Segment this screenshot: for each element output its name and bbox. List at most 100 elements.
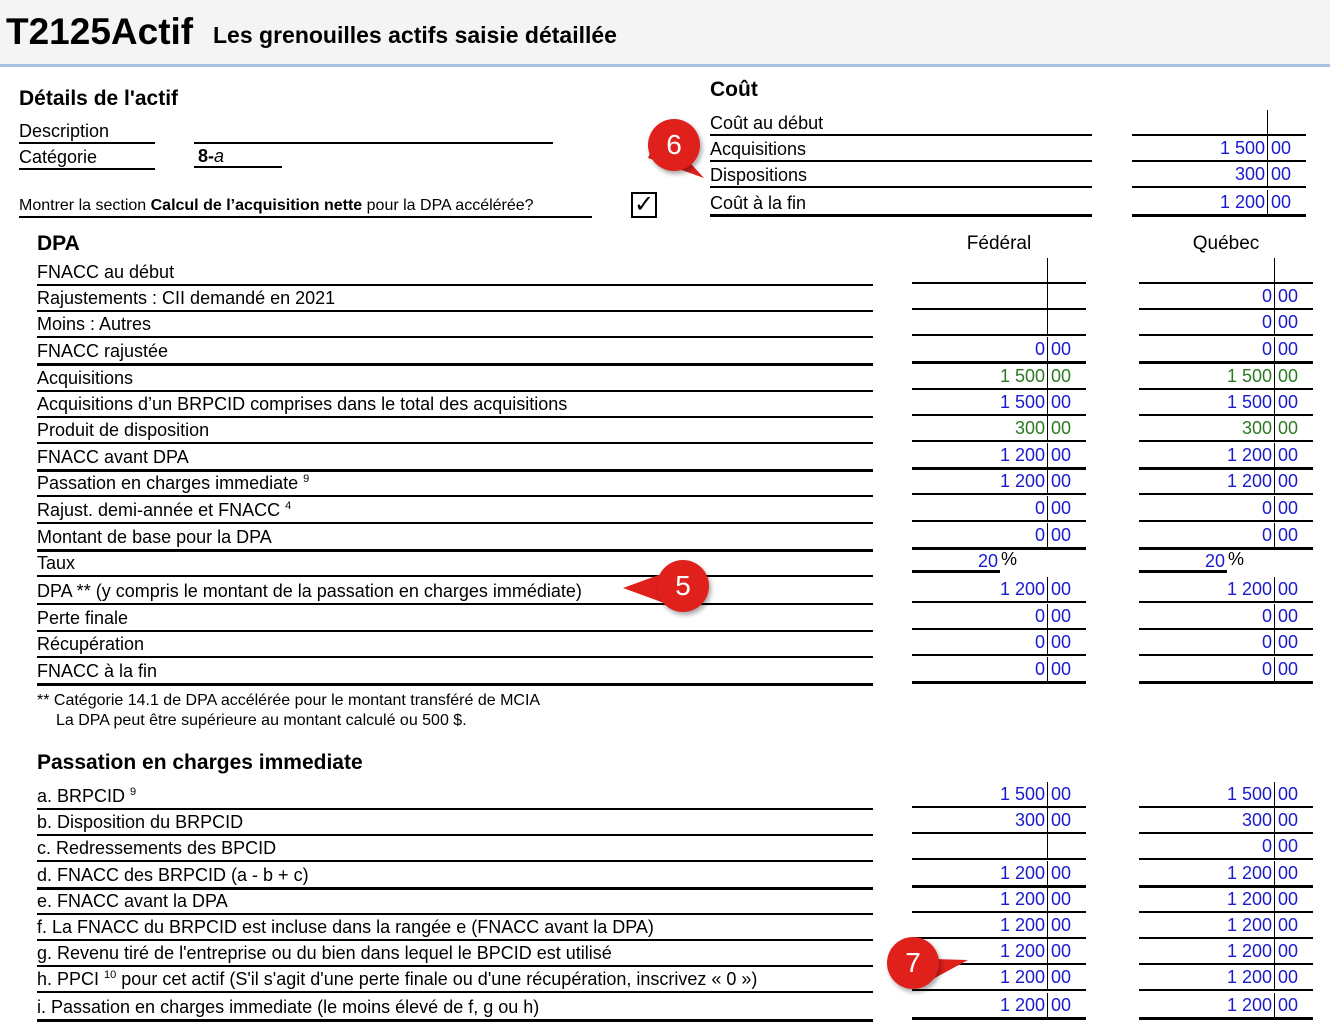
quebec-value-field[interactable]: 0 00 xyxy=(1139,523,1313,550)
federal-value-field[interactable]: 0 00 xyxy=(912,630,1086,656)
dpa-row-label: DPA ** (y compris le montant de la passa… xyxy=(37,579,873,605)
federal-value-field[interactable]: 0 00 xyxy=(912,604,1086,630)
dpa-row-label: Montant de base pour la DPA xyxy=(37,525,873,552)
dpa-row-label-text: Montant de base pour la DPA xyxy=(37,527,272,547)
federal-value-field[interactable] xyxy=(912,258,1086,284)
cost-value-field-integer xyxy=(1132,110,1268,134)
quebec-value-field[interactable]: 1 200 00 xyxy=(1139,577,1313,603)
cost-row-label: Coût au début xyxy=(710,112,1092,136)
callout-5-badge: 5 xyxy=(657,560,709,612)
federal-value-field-decimals: 00 xyxy=(1051,579,1072,599)
federal-value-field[interactable]: 1 200 00 xyxy=(912,443,1086,470)
federal-value-field[interactable]: 1 200 00 xyxy=(912,887,1086,913)
federal-value-field[interactable]: 1 500 00 xyxy=(912,390,1086,416)
federal-value-field[interactable]: 1 200 00 xyxy=(912,939,1086,965)
federal-value-field[interactable]: 1 200 00 xyxy=(912,577,1086,603)
quebec-value-field-decimals: 00 xyxy=(1278,836,1299,856)
federal-value-field[interactable] xyxy=(912,310,1086,336)
quebec-value-field[interactable]: 1 200 00 xyxy=(1139,993,1313,1020)
dpa-row-label-text: Moins : Autres xyxy=(37,314,152,334)
federal-value-field[interactable]: 1 500 00 xyxy=(912,364,1086,390)
federal-value-field-decimals: 00 xyxy=(1051,889,1072,909)
show-section-checkbox[interactable]: ✓ xyxy=(631,192,657,218)
federal-value-field[interactable]: 1 200 00 xyxy=(912,913,1086,939)
expensing-row-label-text: f. La FNACC du BRPCID est incluse dans l… xyxy=(37,917,654,937)
quebec-value-field-decimals: 00 xyxy=(1278,445,1299,465)
quebec-value-field[interactable]: 0 00 xyxy=(1139,496,1313,522)
federal-value-field[interactable]: 0 00 xyxy=(912,657,1086,684)
quebec-value-field-integer: 1 200 xyxy=(1139,577,1275,601)
quebec-value-field[interactable]: 1 200 00 xyxy=(1139,469,1313,495)
form-id: T2125Actif xyxy=(6,11,194,52)
quebec-value-field[interactable]: 0 00 xyxy=(1139,284,1313,310)
quebec-value-field[interactable]: 300 00 xyxy=(1139,416,1313,442)
quebec-value-field-decimals: 00 xyxy=(1278,784,1299,804)
quebec-value-field-decimals: 00 xyxy=(1278,889,1299,909)
cost-value-field[interactable]: 1 200 00 xyxy=(1132,190,1306,217)
quebec-value-field[interactable]: 1 500 00 xyxy=(1139,364,1313,390)
federal-value-field[interactable]: 1 200 00 xyxy=(912,993,1086,1020)
quebec-value-field[interactable]: 0 00 xyxy=(1139,337,1313,364)
quebec-value-field[interactable]: 1 200 00 xyxy=(1139,965,1313,991)
quebec-value-field[interactable]: 0 00 xyxy=(1139,310,1313,336)
quebec-value-field-integer: 0 xyxy=(1139,604,1275,628)
federal-value-field[interactable]: 0 00 xyxy=(912,337,1086,364)
category-input[interactable]: 8-a xyxy=(194,145,282,168)
dpa-row-label: FNACC au début xyxy=(37,260,873,286)
rate-field-federal[interactable]: 20 xyxy=(912,549,1000,573)
federal-value-field[interactable]: 0 00 xyxy=(912,523,1086,550)
quebec-value-field[interactable] xyxy=(1139,258,1313,284)
federal-value-field[interactable]: 1 200 00 xyxy=(912,965,1086,991)
cost-row-label: Acquisitions xyxy=(710,138,1092,162)
federal-value-field[interactable]: 300 00 xyxy=(912,808,1086,834)
quebec-value-field[interactable]: 1 500 00 xyxy=(1139,782,1313,808)
expensing-row-label: f. La FNACC du BRPCID est incluse dans l… xyxy=(37,915,873,941)
quebec-value-field-decimals: 00 xyxy=(1278,606,1299,626)
quebec-value-field-decimals: 00 xyxy=(1278,392,1299,412)
question-text-post: pour la DPA accélérée? xyxy=(362,197,534,214)
cost-title: Coût xyxy=(710,78,758,101)
cost-value-field-integer: 300 xyxy=(1132,162,1268,186)
rate-field-quebec[interactable]: 20 xyxy=(1139,549,1227,573)
expensing-row-label: b. Disposition du BRPCID xyxy=(37,810,873,836)
dpa-row-label-text: DPA ** (y compris le montant de la passa… xyxy=(37,581,582,601)
quebec-value-field[interactable]: 300 00 xyxy=(1139,808,1313,834)
federal-value-field-integer: 1 200 xyxy=(912,577,1048,601)
cost-value-field[interactable] xyxy=(1132,110,1306,136)
cost-value-field[interactable]: 1 500 00 xyxy=(1132,136,1306,162)
quebec-value-field-decimals: 00 xyxy=(1278,525,1299,545)
cost-value-field[interactable]: 300 00 xyxy=(1132,162,1306,188)
federal-value-field-integer xyxy=(912,310,1048,334)
quebec-value-field[interactable]: 1 500 00 xyxy=(1139,390,1313,416)
description-input[interactable] xyxy=(194,119,553,144)
quebec-value-field[interactable]: 0 00 xyxy=(1139,657,1313,684)
quebec-value-field[interactable]: 1 200 00 xyxy=(1139,913,1313,939)
expensing-row-label: c. Redressements des BPCID xyxy=(37,836,873,862)
quebec-value-field[interactable]: 0 00 xyxy=(1139,604,1313,630)
expensing-row-label-footnote-ref: 10 xyxy=(104,969,117,981)
quebec-value-field-integer: 0 xyxy=(1139,523,1275,547)
quebec-value-field-integer: 1 200 xyxy=(1139,861,1275,885)
federal-value-field[interactable] xyxy=(912,834,1086,860)
quebec-value-field[interactable]: 0 00 xyxy=(1139,630,1313,656)
quebec-value-field[interactable]: 1 200 00 xyxy=(1139,861,1313,888)
quebec-value-field[interactable]: 0 00 xyxy=(1139,834,1313,860)
federal-value-field[interactable]: 1 200 00 xyxy=(912,861,1086,888)
quebec-value-field-integer: 1 200 xyxy=(1139,913,1275,937)
quebec-value-field[interactable]: 1 200 00 xyxy=(1139,443,1313,470)
federal-value-field[interactable] xyxy=(912,284,1086,310)
quebec-value-field-decimals: 00 xyxy=(1278,579,1299,599)
federal-value-field[interactable]: 0 00 xyxy=(912,496,1086,522)
federal-value-field[interactable]: 300 00 xyxy=(912,416,1086,442)
federal-value-field-integer: 0 xyxy=(912,496,1048,520)
quebec-value-field-integer: 0 xyxy=(1139,496,1275,520)
quebec-value-field-decimals: 00 xyxy=(1278,995,1299,1015)
quebec-value-field[interactable]: 1 200 00 xyxy=(1139,887,1313,913)
quebec-value-field[interactable]: 1 200 00 xyxy=(1139,939,1313,965)
quebec-value-field-decimals: 00 xyxy=(1278,967,1299,987)
federal-value-field[interactable]: 1 500 00 xyxy=(912,782,1086,808)
expensing-row-label-text: g. Revenu tiré de l'entreprise ou du bie… xyxy=(37,943,612,963)
expensing-row-label-text: c. Redressements des BPCID xyxy=(37,838,277,858)
federal-value-field[interactable]: 1 200 00 xyxy=(912,469,1086,495)
federal-value-field-integer: 1 200 xyxy=(912,887,1048,911)
